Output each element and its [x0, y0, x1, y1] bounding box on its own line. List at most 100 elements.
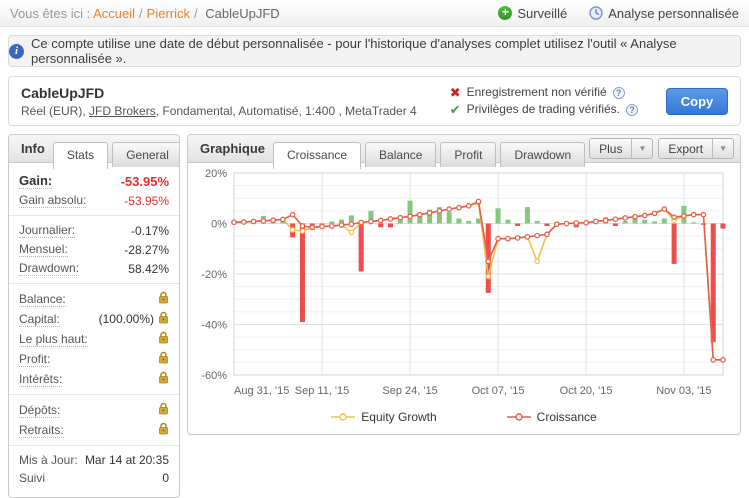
daily-change-bar[interactable]: [387, 223, 393, 228]
tab-general[interactable]: General: [112, 142, 179, 167]
data-point-marker[interactable]: [387, 216, 394, 222]
daily-change-bar[interactable]: [671, 223, 677, 264]
data-point-marker[interactable]: [485, 258, 492, 265]
data-point-marker[interactable]: [573, 220, 580, 226]
data-point-marker[interactable]: [407, 213, 413, 220]
help-icon[interactable]: ?: [612, 86, 625, 99]
data-point-marker[interactable]: [319, 223, 325, 230]
copy-button[interactable]: Copy: [666, 87, 728, 115]
broker-link[interactable]: JFD Brokers: [89, 103, 156, 118]
data-point-marker[interactable]: [231, 219, 237, 226]
data-point-marker[interactable]: [514, 235, 521, 241]
data-point-marker[interactable]: [690, 211, 697, 218]
data-point-marker[interactable]: [309, 224, 316, 231]
data-point-marker[interactable]: [632, 213, 638, 220]
stat-label[interactable]: Mensuel:: [19, 242, 68, 257]
daily-change-bar[interactable]: [368, 210, 374, 224]
tab-profit[interactable]: Profit: [440, 142, 497, 167]
data-point-marker[interactable]: [280, 216, 286, 223]
data-point-marker[interactable]: [338, 222, 345, 228]
data-point-marker[interactable]: [240, 219, 247, 225]
data-point-marker[interactable]: [544, 231, 550, 238]
data-point-marker[interactable]: [641, 212, 648, 219]
data-point-marker[interactable]: [534, 232, 540, 239]
daily-change-bar[interactable]: [691, 222, 697, 224]
stat-label[interactable]: Retraits:: [19, 422, 64, 438]
data-point-marker[interactable]: [612, 216, 619, 223]
daily-change-bar[interactable]: [407, 200, 413, 224]
data-point-marker[interactable]: [593, 218, 599, 225]
daily-change-bar[interactable]: [466, 220, 472, 224]
data-point-marker[interactable]: [368, 218, 374, 225]
data-point-marker[interactable]: [289, 211, 296, 218]
daily-change-bar[interactable]: [642, 219, 648, 224]
data-point-marker[interactable]: [485, 273, 492, 280]
data-point-marker[interactable]: [563, 220, 570, 227]
daily-change-bar[interactable]: [427, 209, 433, 224]
data-point-marker[interactable]: [289, 227, 296, 233]
breadcrumb-link-accueil[interactable]: Accueil: [93, 5, 136, 21]
daily-change-bar[interactable]: [495, 208, 501, 224]
data-point-marker[interactable]: [710, 357, 717, 363]
data-point-marker[interactable]: [426, 210, 433, 216]
help-icon[interactable]: ?: [626, 103, 638, 116]
data-point-marker[interactable]: [602, 217, 609, 224]
daily-change-bar[interactable]: [661, 218, 667, 224]
daily-change-bar[interactable]: [652, 221, 658, 224]
data-point-marker[interactable]: [700, 211, 707, 218]
daily-change-bar[interactable]: [622, 220, 628, 224]
daily-change-bar[interactable]: [544, 223, 550, 227]
series-line-croissance[interactable]: [233, 200, 723, 361]
data-point-marker[interactable]: [358, 219, 364, 226]
breadcrumb-link-pierrick[interactable]: Pierrick: [146, 5, 191, 21]
stat-label[interactable]: Le plus haut:: [19, 331, 88, 347]
data-point-marker[interactable]: [475, 198, 482, 205]
custom-analysis-button[interactable]: Analyse personnalisée: [589, 6, 739, 21]
daily-change-bar[interactable]: [446, 212, 452, 224]
daily-change-bar[interactable]: [299, 223, 305, 322]
export-dropdown-button[interactable]: Export ▼: [658, 138, 735, 159]
stat-label[interactable]: Drawdown:: [19, 261, 80, 276]
growth-chart-canvas[interactable]: 20% 0% -20% -40% -60% Aug 31, '15 Sep 11, '15 S…: [188, 165, 741, 403]
daily-change-bar[interactable]: [378, 223, 384, 228]
daily-change-bar[interactable]: [505, 219, 511, 224]
data-point-marker[interactable]: [270, 217, 276, 224]
stat-label[interactable]: Gain absolu:: [19, 193, 87, 208]
legend-item-equity-growth[interactable]: Equity Growth: [331, 410, 437, 424]
daily-change-bar[interactable]: [339, 219, 345, 224]
data-point-marker[interactable]: [446, 206, 452, 212]
daily-change-bar[interactable]: [397, 218, 403, 224]
data-point-marker[interactable]: [436, 208, 443, 214]
data-point-marker[interactable]: [524, 234, 531, 240]
daily-change-bar[interactable]: [632, 215, 638, 224]
data-point-marker[interactable]: [534, 258, 540, 265]
daily-change-bar[interactable]: [534, 220, 540, 224]
data-point-marker[interactable]: [505, 235, 511, 242]
daily-change-bar[interactable]: [710, 223, 716, 343]
data-point-marker[interactable]: [299, 223, 306, 229]
data-point-marker[interactable]: [553, 221, 560, 228]
data-point-marker[interactable]: [671, 214, 677, 220]
data-point-marker[interactable]: [661, 206, 668, 212]
plus-dropdown-button[interactable]: Plus ▼: [589, 138, 654, 159]
data-point-marker[interactable]: [260, 218, 267, 224]
data-point-marker[interactable]: [720, 357, 726, 363]
watch-button[interactable]: + Surveillé: [498, 6, 567, 21]
stat-label[interactable]: Dépôts:: [19, 402, 61, 418]
daily-change-bar[interactable]: [515, 223, 521, 227]
data-point-marker[interactable]: [377, 217, 384, 224]
daily-change-bar[interactable]: [358, 223, 364, 272]
daily-change-bar[interactable]: [524, 207, 530, 224]
legend-item-croissance[interactable]: Croissance: [506, 410, 597, 424]
data-point-marker[interactable]: [651, 210, 658, 217]
data-point-marker[interactable]: [250, 218, 257, 225]
daily-change-bar[interactable]: [456, 218, 462, 224]
data-point-marker[interactable]: [299, 228, 306, 234]
data-point-marker[interactable]: [465, 203, 472, 209]
stat-label[interactable]: Intérêts:: [19, 371, 63, 387]
daily-change-bar[interactable]: [329, 221, 335, 224]
daily-change-bar[interactable]: [436, 207, 442, 224]
stat-label[interactable]: Gain:: [19, 173, 53, 189]
stat-label[interactable]: Journalier:: [19, 223, 76, 238]
stat-label[interactable]: Balance:: [19, 291, 66, 307]
